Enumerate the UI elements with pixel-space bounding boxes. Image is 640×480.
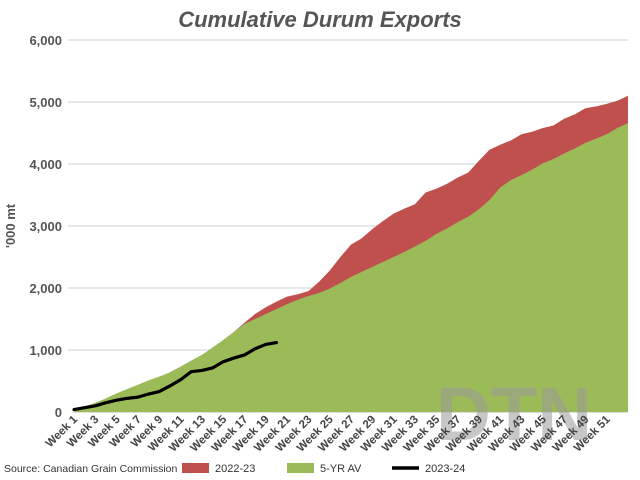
legend-label-5-yr-av: 5-YR AV — [320, 463, 362, 475]
y-axis-label: '000 mt — [3, 203, 18, 248]
watermark-orb — [585, 378, 603, 396]
area-series-group — [74, 95, 628, 413]
source-note: Source: Canadian Grain Commission — [4, 463, 177, 475]
legend-swatch-5-yr-av — [287, 463, 314, 473]
y-tick-label: 1,000 — [29, 343, 62, 358]
y-tick-label: 0 — [55, 405, 62, 420]
watermark-text: DTN — [436, 372, 592, 457]
y-tick-label: 5,000 — [29, 95, 62, 110]
y-tick-label: 2,000 — [29, 281, 62, 296]
y-axis-ticks: 0 1,000 2,000 3,000 4,000 5,000 6,000 — [29, 33, 62, 420]
y-tick-label: 6,000 — [29, 33, 62, 48]
series-line-2023-24 — [72, 340, 279, 412]
line-series-group — [72, 340, 279, 412]
legend-swatch-2022-23 — [182, 463, 209, 473]
legend: 2022-23 5-YR AV 2023-24 — [182, 463, 465, 475]
series-area-5-yr-av — [74, 123, 628, 412]
y-tick-label: 4,000 — [29, 157, 62, 172]
chart-title: Cumulative Durum Exports — [178, 7, 462, 32]
y-tick-label: 3,000 — [29, 219, 62, 234]
legend-label-2023-24: 2023-24 — [425, 463, 465, 475]
legend-label-2022-23: 2022-23 — [215, 463, 255, 475]
watermark-logo: DTN — [436, 372, 603, 457]
